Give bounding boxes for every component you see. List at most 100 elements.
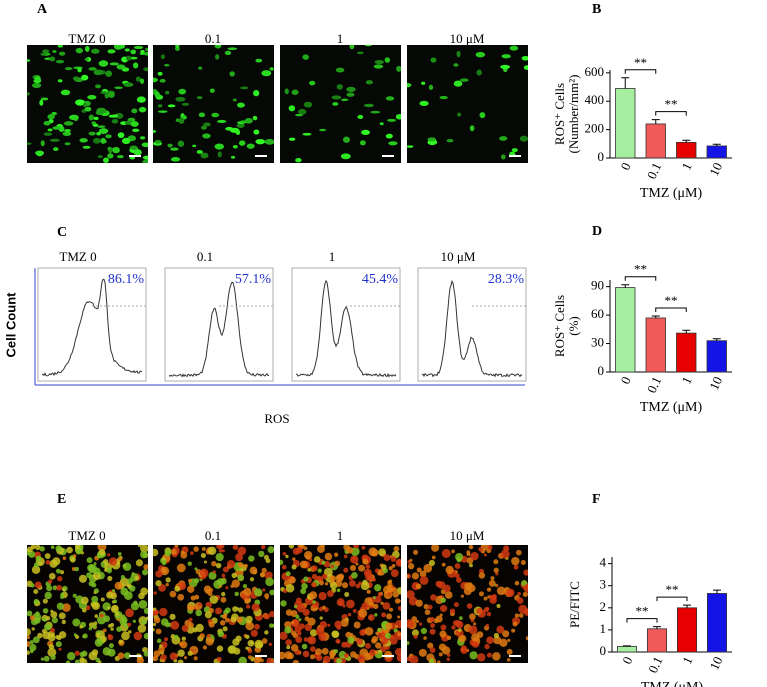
- scale-bar: [382, 655, 394, 657]
- cell: [302, 608, 310, 616]
- cell: [72, 554, 77, 558]
- cell: [80, 596, 89, 605]
- cell: [165, 90, 170, 95]
- cell: [36, 150, 44, 157]
- cell: [225, 586, 229, 590]
- cell: [269, 611, 274, 618]
- cell: [523, 584, 528, 593]
- cell: [109, 62, 119, 66]
- cell: [82, 633, 88, 639]
- cell: [81, 650, 88, 657]
- cell: [386, 613, 393, 620]
- cell: [142, 569, 148, 576]
- cell: [194, 578, 200, 584]
- cell: [84, 106, 92, 112]
- cell: [368, 614, 375, 621]
- cell: [35, 611, 40, 616]
- cell: [319, 580, 324, 586]
- cell: [407, 590, 415, 599]
- cell: [396, 653, 401, 662]
- cell: [91, 121, 97, 125]
- cell: [285, 583, 295, 593]
- cell: [138, 106, 147, 113]
- cell: [72, 593, 77, 598]
- cell: [97, 125, 106, 128]
- cell: [160, 618, 169, 626]
- cell: [330, 564, 335, 569]
- cell: [160, 54, 165, 60]
- cell: [476, 607, 483, 615]
- cell: [115, 112, 124, 119]
- cell: [224, 50, 232, 56]
- cell: [468, 545, 474, 550]
- significance-label: **: [636, 604, 649, 619]
- micrograph: [27, 45, 148, 163]
- cell: [180, 551, 188, 559]
- cell: [143, 564, 148, 570]
- cell: [63, 121, 74, 126]
- cell: [216, 645, 224, 652]
- cell: [333, 552, 339, 557]
- cell: [211, 560, 217, 567]
- cell: [50, 611, 58, 619]
- cell: [132, 619, 136, 623]
- histogram-frame: [37, 267, 147, 382]
- cell: [193, 546, 199, 552]
- cell: [105, 134, 112, 139]
- cell: [449, 608, 456, 614]
- cell: [98, 128, 109, 134]
- cell: [439, 95, 448, 100]
- cell: [365, 564, 371, 569]
- cell: [211, 112, 220, 118]
- cell: [515, 549, 522, 556]
- cell: [451, 625, 456, 630]
- cell: [397, 632, 401, 636]
- significance-label: **: [666, 582, 679, 597]
- cell: [353, 545, 359, 549]
- cell: [135, 559, 144, 567]
- y-tick-label: 200: [585, 121, 605, 136]
- cell: [48, 579, 53, 584]
- cell: [55, 545, 62, 552]
- cell: [187, 604, 195, 612]
- error-bar: [621, 284, 630, 288]
- cell: [35, 545, 41, 551]
- cell: [140, 587, 148, 596]
- cell: [386, 585, 394, 594]
- cell: [381, 612, 387, 618]
- cell: [301, 643, 308, 650]
- cell: [75, 99, 85, 106]
- cell: [483, 596, 488, 601]
- cell: [234, 591, 239, 597]
- cell: [518, 613, 524, 618]
- cell: [47, 647, 57, 657]
- cell: [159, 78, 166, 83]
- y-axis-label: ROS⁺ Cells: [552, 83, 567, 145]
- cell: [55, 641, 62, 648]
- cell: [52, 585, 58, 591]
- cell: [40, 657, 45, 661]
- cell: [500, 549, 510, 559]
- cell: [44, 623, 52, 631]
- cell: [205, 637, 214, 646]
- cell: [29, 643, 37, 652]
- cell: [74, 634, 80, 640]
- cell: [321, 647, 329, 655]
- cell: [153, 622, 157, 627]
- cell: [340, 153, 351, 160]
- cell: [486, 587, 492, 592]
- cell: [416, 567, 422, 573]
- cell: [169, 652, 178, 661]
- cell: [177, 140, 185, 147]
- cell: [187, 561, 192, 566]
- cell: [288, 105, 296, 112]
- cell: [88, 651, 98, 661]
- y-axis-label: ROS⁺ Cells: [552, 295, 567, 357]
- error-bar: [623, 645, 631, 647]
- cell: [307, 568, 311, 572]
- cell: [143, 650, 148, 657]
- cell: [469, 563, 473, 568]
- cell: [435, 580, 442, 588]
- cell: [125, 608, 134, 618]
- cell: [492, 652, 501, 661]
